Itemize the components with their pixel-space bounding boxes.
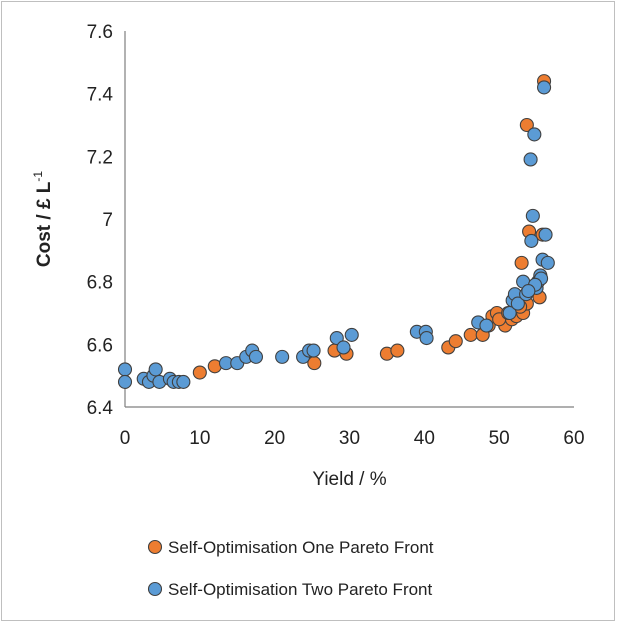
data-point-series-2 — [537, 80, 552, 95]
data-point-series-2 — [306, 343, 321, 358]
data-point-series-2 — [521, 284, 536, 299]
data-point-series-2 — [510, 296, 525, 311]
y-tick-label: 7 — [102, 210, 113, 231]
data-point-series-1 — [463, 327, 478, 342]
data-point-series-2 — [336, 340, 351, 355]
legend-marker-series-1 — [147, 539, 163, 555]
legend-marker-series-2 — [147, 581, 163, 597]
data-point-series-2 — [419, 331, 434, 346]
y-tick-label: 6.8 — [87, 273, 113, 294]
data-point-series-2 — [524, 233, 539, 248]
data-point-series-1 — [390, 343, 405, 358]
y-tick-label: 7.6 — [87, 22, 113, 43]
y-tick-label: 7.4 — [87, 85, 114, 106]
data-point-series-2 — [117, 374, 133, 389]
y-axis-title-superscript: -1 — [31, 171, 45, 182]
y-tick-label: 6.4 — [87, 398, 114, 419]
data-point-series-1 — [514, 255, 529, 270]
data-point-series-1 — [448, 334, 463, 349]
x-ticks: 0 10 20 30 40 50 60 — [120, 428, 585, 449]
data-point-series-2 — [248, 349, 264, 364]
data-point-series-2 — [117, 362, 133, 377]
data-point-series-2 — [525, 208, 540, 223]
data-point-series-1 — [192, 365, 207, 380]
x-tick-label: 0 — [120, 428, 131, 449]
axes — [124, 31, 574, 408]
y-axis-title-text: Cost / £ L — [34, 181, 55, 267]
data-point-series-2 — [540, 255, 555, 270]
x-tick-label: 40 — [414, 428, 435, 449]
legend-label-series-1: Self-Optimisation One Pareto Front — [168, 538, 434, 557]
data-point-series-2 — [329, 331, 344, 346]
data-point-series-2 — [148, 362, 163, 377]
legend-entry-series-1: Self-Optimisation One Pareto Front — [147, 538, 434, 557]
data-point-series-1 — [519, 117, 534, 133]
data-point-series-2 — [523, 152, 538, 167]
y-tick-label: 6.6 — [87, 335, 113, 356]
legend: Self-Optimisation One Pareto Front Self-… — [147, 538, 434, 599]
y-ticks: 6.4 6.6 6.8 7 7.2 7.4 7.6 — [87, 22, 114, 419]
x-tick-label: 60 — [563, 428, 584, 449]
legend-label-series-2: Self-Optimisation Two Pareto Front — [168, 580, 433, 599]
legend-entry-series-2: Self-Optimisation Two Pareto Front — [147, 580, 433, 599]
data-points — [117, 74, 555, 389]
x-tick-label: 50 — [489, 428, 510, 449]
data-point-series-2 — [479, 318, 494, 333]
y-axis-title: Cost / £ L-1 — [31, 171, 55, 268]
x-tick-label: 30 — [339, 428, 360, 449]
data-point-series-2 — [538, 227, 553, 242]
data-point-series-2 — [176, 374, 191, 389]
x-tick-label: 10 — [189, 428, 210, 449]
data-point-series-2 — [275, 349, 290, 364]
y-tick-label: 7.2 — [87, 147, 113, 168]
x-axis-title: Yield / % — [312, 469, 386, 490]
data-point-series-2 — [344, 327, 359, 342]
data-point-series-2 — [527, 127, 542, 142]
x-tick-label: 20 — [264, 428, 285, 449]
